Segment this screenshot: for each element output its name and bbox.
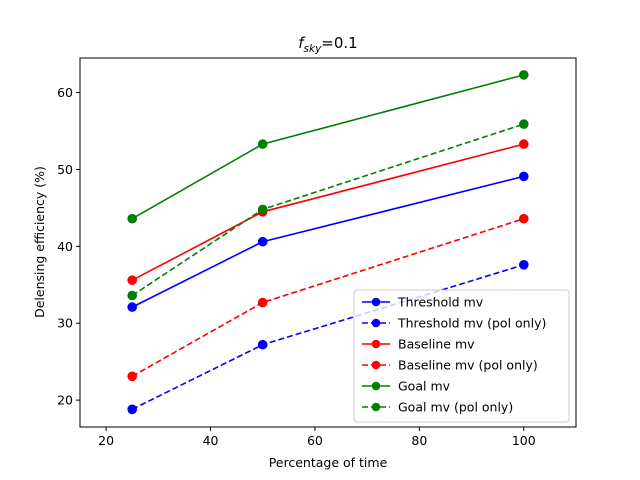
title-subscript: sky <box>304 43 323 55</box>
y-tick-label-1: 30 <box>57 316 73 331</box>
plot-frame <box>79 57 577 428</box>
data-point-s5-2 <box>519 119 529 129</box>
y-axis-label: Delensing efficiency (%) <box>32 166 47 318</box>
legend-box <box>353 289 570 423</box>
legend-label-5: Goal mv (pol only) <box>398 400 513 415</box>
data-point-s2-2 <box>519 139 529 149</box>
data-point-s0-0 <box>127 302 137 312</box>
data-point-s4-0 <box>127 213 137 224</box>
data-point-s5-0 <box>127 290 137 301</box>
data-point-s4-2 <box>519 70 529 80</box>
x-tick-label-3: 80 <box>411 433 427 448</box>
legend-marker-4 <box>371 381 381 391</box>
legend-label-2: Baseline mv <box>398 337 475 352</box>
data-point-s0-2 <box>519 171 529 182</box>
y-tick-label-4: 60 <box>57 85 73 100</box>
legend-marker-0 <box>371 297 381 307</box>
title-symbol: f <box>298 34 306 52</box>
data-point-s1-2 <box>519 260 529 270</box>
data-point-s1-1 <box>257 339 268 350</box>
x-tick-label-2: 60 <box>307 433 323 448</box>
x-axis-label: Percentage of time <box>269 455 388 470</box>
legend-marker-1 <box>371 318 381 328</box>
title-suffix: =0.1 <box>321 34 357 52</box>
axes: 20 40 60 80 100 20 30 40 50 60 <box>57 57 577 448</box>
data-point-s5-1 <box>257 204 268 215</box>
y-tick-label-3: 50 <box>57 162 73 177</box>
data-point-s2-0 <box>127 275 137 286</box>
data-point-s3-2 <box>519 213 529 224</box>
legend: Threshold mv Threshold mv (pol only) Basel… <box>353 289 570 423</box>
data-point-s0-1 <box>257 236 268 247</box>
legend-marker-3 <box>371 360 381 370</box>
legend-label-0: Threshold mv <box>397 295 484 310</box>
x-tick-label-0: 20 <box>98 433 114 448</box>
legend-label-1: Threshold mv (pol only) <box>397 316 546 331</box>
data-point-s3-1 <box>257 297 268 308</box>
y-tick-label-0: 20 <box>57 393 73 408</box>
legend-label-3: Baseline mv (pol only) <box>398 358 538 373</box>
chart-title: fsky=0.1 <box>298 34 357 55</box>
legend-marker-2 <box>371 339 381 349</box>
data-point-s1-0 <box>127 404 137 415</box>
data-point-s3-0 <box>127 371 137 382</box>
data-point-s4-1 <box>257 139 268 149</box>
x-tick-label-1: 40 <box>203 433 219 448</box>
legend-marker-5 <box>371 402 381 412</box>
legend-label-4: Goal mv <box>398 379 451 394</box>
x-tick-label-4: 100 <box>512 433 536 448</box>
y-tick-label-2: 40 <box>57 239 73 254</box>
